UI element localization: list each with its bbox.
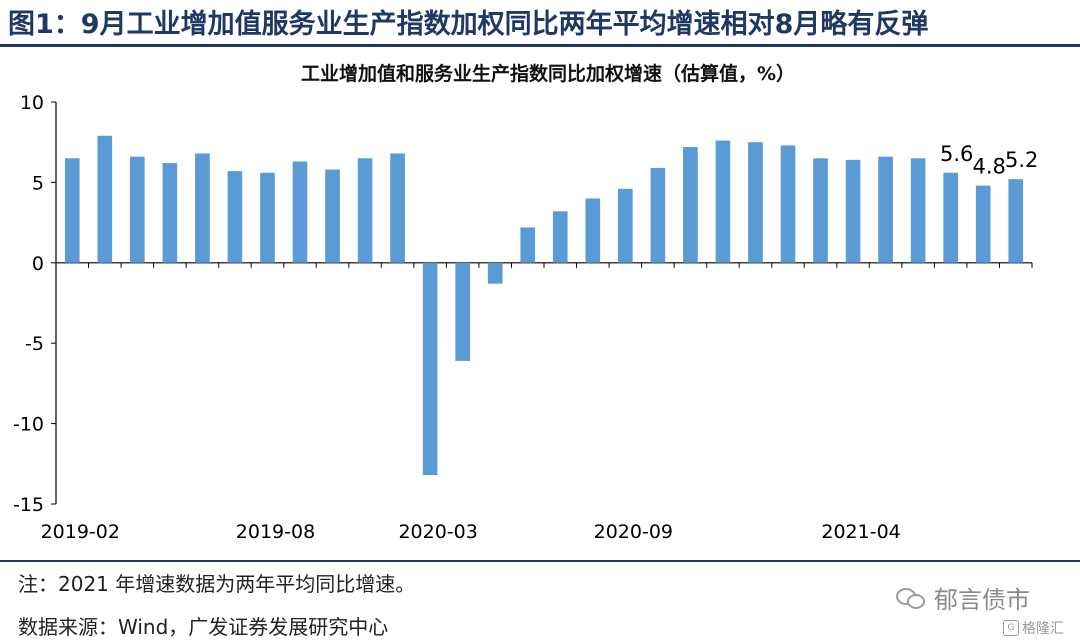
wechat-icon xyxy=(896,586,926,610)
bar-2019-09 xyxy=(292,161,308,263)
chart-area: 工业增加值和服务业生产指数同比加权增速（估算值，%） 10 5 0 -5 -10 -15 … xyxy=(0,50,1080,558)
figure-title: 图1：9月工业增加值服务业生产指数加权同比两年平均增速相对8月略有反弹 xyxy=(8,9,929,40)
bar-2020-10 xyxy=(650,167,666,263)
bar-2020-12 xyxy=(715,140,731,263)
bar-series xyxy=(64,135,1024,476)
chart-title: 工业增加值和服务业生产指数同比加权增速（估算值，%） xyxy=(301,62,795,85)
bar-2020-11 xyxy=(683,147,698,263)
bar-2019-12 xyxy=(390,153,405,263)
bar-2021-05 xyxy=(878,156,893,263)
x-tick-label: 2019-08 xyxy=(236,521,315,543)
y-axis: 10 5 0 -5 -10 -15 xyxy=(13,92,57,516)
data-source: 数据来源：Wind，广发证券发展研究中心 xyxy=(18,615,389,639)
watermark-text: 郁言债市 xyxy=(934,586,1030,614)
data-label-2021-08: 4.8 xyxy=(972,155,1005,179)
y-tick-label: -10 xyxy=(13,414,44,436)
bar-2021-07 xyxy=(943,172,958,263)
bar-2020-08 xyxy=(585,198,601,263)
bar-2019-06 xyxy=(195,153,210,263)
bar-2021-02 xyxy=(780,145,796,263)
bar-2019-02 xyxy=(64,158,80,263)
y-tick-label: 10 xyxy=(20,92,44,114)
bar-2021-01 xyxy=(748,142,763,263)
watermark-badge-text: 格隆汇 xyxy=(1022,621,1064,637)
x-tick-label: 2019-02 xyxy=(41,521,120,543)
bar-2020-07 xyxy=(552,211,568,263)
y-tick-label: -5 xyxy=(25,333,44,355)
bar-2021-09 xyxy=(1008,179,1024,263)
x-tick-label: 2020-03 xyxy=(398,521,477,543)
bar-2021-08 xyxy=(975,185,991,263)
bar-2019-05 xyxy=(162,163,178,263)
bar-2019-04 xyxy=(130,156,145,263)
y-tick-label: -15 xyxy=(13,494,44,516)
data-labels: 5.64.8 5.2 xyxy=(940,142,1038,179)
y-tick-label: 5 xyxy=(32,172,44,194)
watermark: 郁言债市 xyxy=(896,580,1030,615)
x-axis: 2019-02 2019-08 2020-03 2020-09 2021-04 xyxy=(41,262,1033,543)
bar-2021-06 xyxy=(910,158,926,263)
bar-2020-05 xyxy=(487,262,503,284)
bar-2019-07 xyxy=(227,171,243,263)
bar-2019-08 xyxy=(260,172,275,263)
bar-2020-09 xyxy=(618,188,633,263)
bar-2021-04 xyxy=(845,159,861,263)
data-label-2021-07: 5.6 xyxy=(940,142,973,166)
data-label-2021-09: 5.2 xyxy=(1005,148,1038,172)
watermark-badge: G 格隆汇 xyxy=(1003,618,1064,638)
bar-2020-06 xyxy=(520,227,536,263)
gelonghui-logo-icon: G xyxy=(1003,620,1019,636)
bar-2019-11 xyxy=(357,158,373,263)
footer-divider xyxy=(0,560,1080,562)
footnote: 注：2021 年增速数据为两年平均同比增速。 xyxy=(18,572,416,596)
x-tick-label: 2021-04 xyxy=(821,521,900,543)
bar-2020-03 xyxy=(422,262,438,476)
title-divider xyxy=(0,44,1080,47)
x-tick-label: 2020-09 xyxy=(594,521,673,543)
y-tick-label: 0 xyxy=(32,253,44,275)
bar-2020-04 xyxy=(455,262,470,361)
bar-2021-03 xyxy=(813,158,828,263)
bar-2019-03 xyxy=(97,135,113,263)
bar-2019-10 xyxy=(325,169,340,263)
bar-chart: 工业增加值和服务业生产指数同比加权增速（估算值，%） 1050-5-10-15 … xyxy=(13,62,1038,543)
